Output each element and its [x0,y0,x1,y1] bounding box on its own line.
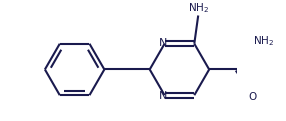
Text: O: O [249,92,257,102]
Text: N: N [159,38,167,48]
Text: NH$_2$: NH$_2$ [253,34,274,48]
Text: NH$_2$: NH$_2$ [188,1,209,15]
Text: N: N [159,91,167,101]
